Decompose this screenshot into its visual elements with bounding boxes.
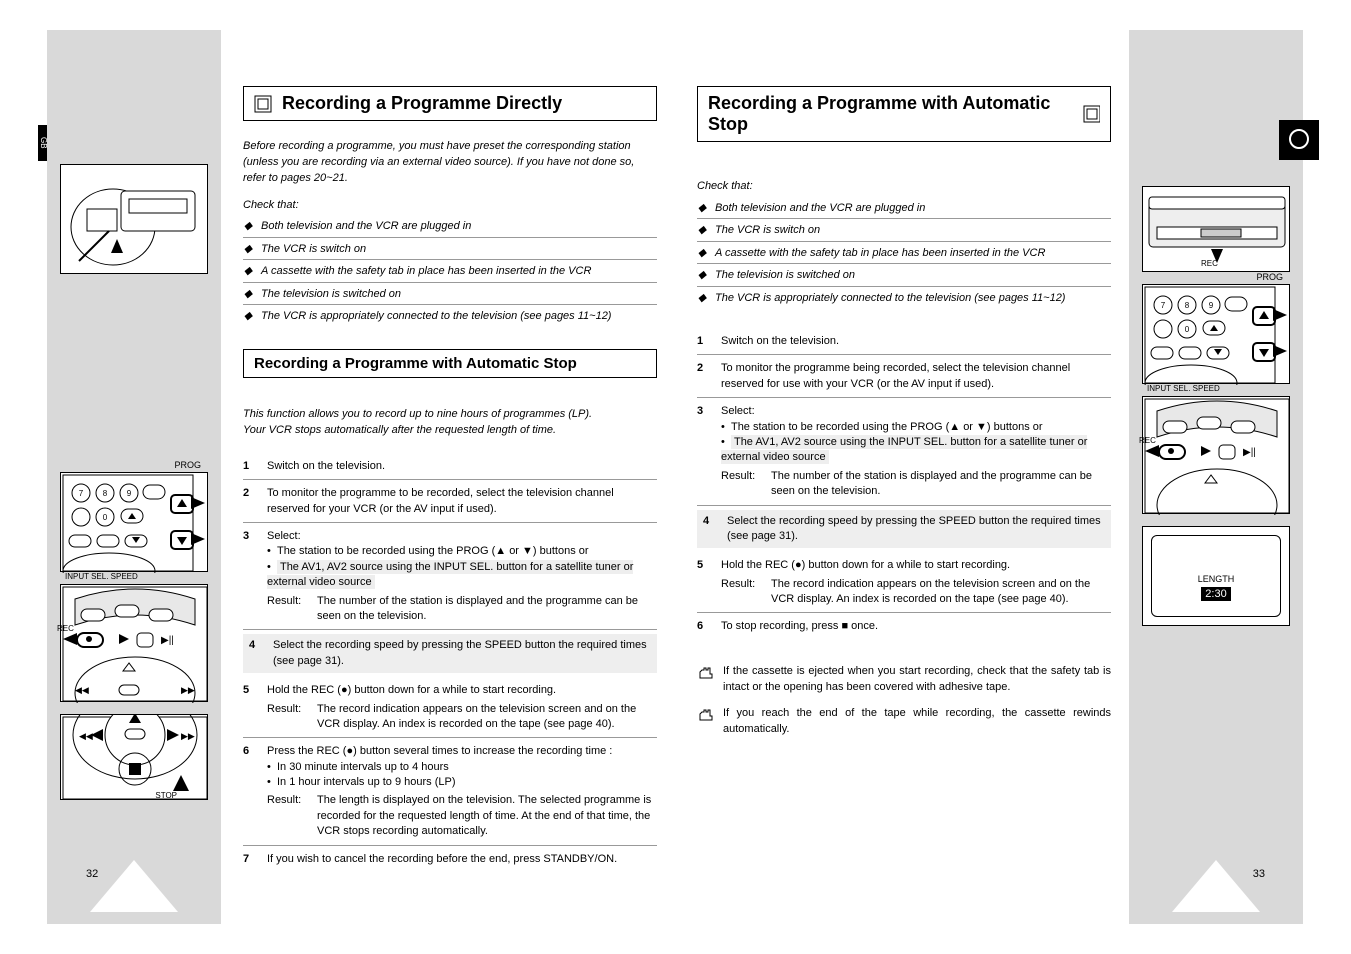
step-num: 1 <box>243 459 257 474</box>
check-2: The VCR is switch on <box>261 241 366 258</box>
left-sidebar: 7 8 9 0 PROG <box>47 30 221 924</box>
illus-vcr: REC <box>1142 186 1290 272</box>
hand-icon <box>697 706 715 724</box>
section-title-left-text: Recording a Programme Directly <box>282 93 562 114</box>
page-edge-tab-right <box>1279 120 1319 160</box>
svg-text:◀◀: ◀◀ <box>75 685 89 695</box>
note-2: If you reach the end of the tape while r… <box>697 706 1111 738</box>
label-rec-vcr: REC <box>1201 260 1218 269</box>
check-intro: Check that: <box>243 197 657 214</box>
illus-cassette <box>60 164 208 274</box>
illus-remote-rec: ▶|| ◀◀ ▶▶ INPUT SEL. SPEED REC <box>60 584 208 702</box>
section-title-right-text: Recording a Programme with Automatic Sto… <box>708 93 1073 135</box>
screen-length: LENGTH <box>1152 574 1280 584</box>
label-input-speed-r: INPUT SEL. SPEED <box>1147 385 1220 394</box>
title-icon <box>254 95 272 113</box>
illus-remote-prog-r: 7 8 9 0 PROG <box>1142 284 1290 384</box>
steps-right: 1Switch on the television. 2To monitor t… <box>697 328 1111 640</box>
page-number-right: 33 <box>1253 868 1265 880</box>
title-icon <box>1083 105 1100 123</box>
page-number-left: 32 <box>86 868 98 880</box>
check-4: The television is switched on <box>261 286 401 303</box>
svg-text:9: 9 <box>1209 301 1214 310</box>
svg-text:▶||: ▶|| <box>161 635 174 646</box>
svg-text:▶▶: ▶▶ <box>181 685 195 695</box>
svg-text:8: 8 <box>1185 301 1190 310</box>
svg-text:▶||: ▶|| <box>1243 447 1256 458</box>
label-prog: PROG <box>174 461 201 471</box>
label-stop: STOP <box>155 792 177 801</box>
subsection-title: Recording a Programme with Automatic Sto… <box>243 349 657 378</box>
svg-text:▶▶: ▶▶ <box>181 731 195 741</box>
intro-left: Before recording a programme, you must h… <box>243 139 657 187</box>
check-1: Both television and the VCR are plugged … <box>261 218 471 235</box>
svg-text:◀◀: ◀◀ <box>79 731 93 741</box>
checklist-left: Check that: ◆Both television and the VCR… <box>243 197 657 327</box>
check-5: The VCR is appropriately connected to th… <box>261 308 611 325</box>
left-column: Recording a Programme Directly Before re… <box>221 30 675 924</box>
right-sidebar: REC 7 8 9 0 PROG <box>1129 30 1303 924</box>
hand-icon <box>697 664 715 682</box>
check-intro-r: Check that: <box>697 178 1111 195</box>
check-3: A cassette with the safety tab in place … <box>261 263 591 280</box>
illus-remote-prog: 7 8 9 0 PROG <box>60 472 208 572</box>
subsection-title-text: Recording a Programme with Automatic Sto… <box>254 355 577 372</box>
note-1: If the cassette is ejected when you star… <box>697 664 1111 696</box>
label-rec: REC <box>57 625 74 634</box>
step-4-bar-r: 4 Select the recording speed by pressing… <box>697 510 1111 549</box>
continue-arrow-left <box>90 860 178 912</box>
illus-tv-screen: LENGTH 2:30 <box>1142 526 1290 626</box>
illus-remote-rec-r: ▶|| INPUT SEL. SPEED REC <box>1142 396 1290 514</box>
steps-left: 1Switch on the television. 2To monitor t… <box>243 453 657 872</box>
illus-remote-stop: ◀◀ ▶▶ STOP <box>60 714 208 800</box>
label-input-speed: INPUT SEL. SPEED <box>65 573 138 582</box>
svg-text:7: 7 <box>1161 301 1166 310</box>
section-title-right: Recording a Programme with Automatic Sto… <box>697 86 1111 142</box>
svg-text:9: 9 <box>127 489 132 498</box>
label-rec-r: REC <box>1139 437 1156 446</box>
sub-intro: This function allows you to record up to… <box>243 406 657 439</box>
continue-arrow-right <box>1172 860 1260 912</box>
svg-text:0: 0 <box>1185 325 1190 334</box>
page-spread: 7 8 9 0 PROG <box>47 30 1303 924</box>
step-body: Switch on the television. <box>267 459 657 474</box>
step-4-bar: 4 Select the recording speed by pressing… <box>243 634 657 673</box>
screen-time: 2:30 <box>1201 587 1230 601</box>
svg-text:7: 7 <box>79 489 84 498</box>
svg-text:0: 0 <box>103 513 108 522</box>
section-title-left: Recording a Programme Directly <box>243 86 657 121</box>
checklist-right: Check that: ◆Both television and the VCR… <box>697 178 1111 308</box>
right-column: Recording a Programme with Automatic Sto… <box>675 30 1129 924</box>
svg-text:8: 8 <box>103 489 108 498</box>
label-prog-r: PROG <box>1256 273 1283 283</box>
